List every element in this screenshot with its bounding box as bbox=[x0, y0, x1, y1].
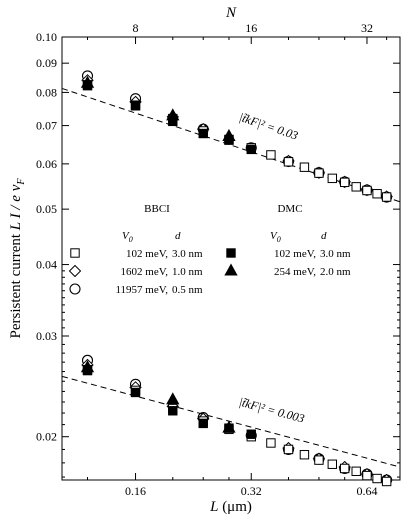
data-point-upper bbox=[299, 162, 310, 172]
top-tick-label: 16 bbox=[245, 21, 257, 35]
data-point-upper bbox=[246, 144, 256, 155]
data-point-lower bbox=[283, 444, 294, 455]
x-tick-label: 0.64 bbox=[356, 484, 377, 498]
legend-marker bbox=[226, 248, 236, 258]
data-point-upper bbox=[283, 157, 294, 167]
legend-v0: 254 meV, bbox=[274, 266, 316, 278]
y-tick-label: 0.02 bbox=[36, 430, 57, 444]
y-tick-label: 0.06 bbox=[36, 157, 57, 171]
legend-v0: 102 meV, bbox=[274, 248, 316, 260]
data-point-lower bbox=[168, 406, 178, 416]
data-point-lower bbox=[130, 387, 141, 398]
data-point-lower bbox=[362, 470, 372, 481]
data-point-lower bbox=[372, 473, 382, 484]
legend-v0: 102 meV, bbox=[126, 248, 168, 260]
legend-d: 3.0 nm bbox=[172, 248, 203, 260]
legend-d: 2.0 nm bbox=[320, 266, 351, 278]
legend-col-v0: V0 bbox=[270, 230, 281, 244]
legend-col-d: d bbox=[321, 230, 327, 242]
data-point-upper bbox=[339, 177, 350, 188]
data-point-lower bbox=[351, 466, 361, 476]
axes-layer: 0.02 0.03 0.04 0.05 0.06 0.07 0.08 0.09 0.10 0.16… bbox=[36, 21, 401, 498]
data-point-lower bbox=[222, 420, 236, 433]
data-point-lower bbox=[339, 463, 350, 474]
data-point-lower bbox=[266, 438, 276, 448]
data-point-upper bbox=[266, 150, 276, 160]
legend-d: 0.5 nm bbox=[172, 284, 203, 296]
data-point-lower bbox=[314, 455, 324, 465]
top-axis-title: N bbox=[225, 5, 237, 21]
plot-frame bbox=[61, 36, 401, 481]
legend-col-d: d bbox=[175, 230, 181, 242]
legend-marker bbox=[70, 248, 80, 258]
legend-d: 3.0 nm bbox=[320, 248, 351, 260]
data-point-upper bbox=[351, 182, 361, 192]
legend-group-bbci: BBCI bbox=[144, 203, 170, 215]
data-point-lower bbox=[80, 360, 95, 373]
legend-marker bbox=[68, 264, 82, 278]
data-point-lower bbox=[327, 459, 338, 469]
data-point-lower bbox=[381, 476, 392, 487]
y-tick-label: 0.09 bbox=[36, 56, 57, 70]
data-markers-layer bbox=[80, 70, 393, 487]
data-point-upper bbox=[372, 189, 382, 199]
legend-marker bbox=[224, 263, 238, 276]
axis-labels-layer: L (μm) N Persistent current L I / e vF bbox=[8, 5, 252, 515]
data-point-upper bbox=[362, 185, 372, 196]
y-tick-label: 0.03 bbox=[36, 329, 57, 343]
y-tick-label: 0.10 bbox=[36, 30, 57, 44]
fit-line-label: |t̃kF|² = 0.003 bbox=[237, 395, 306, 426]
y-tick-label: 0.08 bbox=[36, 85, 57, 99]
data-point-lower bbox=[166, 392, 180, 405]
data-point-lower bbox=[198, 418, 208, 429]
x-axis-title: L (μm) bbox=[209, 499, 252, 515]
fit-line bbox=[61, 375, 401, 468]
fit-line-label: |t̃kF|² = 0.03 bbox=[237, 110, 300, 143]
x-tick-label: 0.32 bbox=[241, 484, 262, 498]
x-tick-label: 0.16 bbox=[125, 484, 146, 498]
y-tick-label: 0.05 bbox=[36, 202, 57, 216]
y-tick-label: 0.04 bbox=[36, 258, 57, 272]
y-axis-title: Persistent current L I / e vF bbox=[8, 178, 27, 339]
legend-marker bbox=[69, 283, 81, 295]
top-tick-label: 8 bbox=[133, 21, 139, 35]
data-point-lower bbox=[299, 450, 310, 460]
legend-v0: 11957 meV, bbox=[115, 284, 168, 296]
data-point-upper bbox=[381, 192, 392, 202]
data-point-upper bbox=[327, 173, 338, 184]
y-tick-label: 0.07 bbox=[36, 119, 57, 133]
legend-group-dmc: DMC bbox=[277, 203, 302, 215]
data-point-upper bbox=[80, 75, 95, 88]
data-point-upper bbox=[130, 101, 141, 111]
data-point-upper bbox=[314, 168, 324, 178]
data-point-upper bbox=[198, 128, 208, 139]
data-point-lower bbox=[246, 429, 256, 439]
data-point-upper bbox=[222, 128, 236, 141]
data-point-upper bbox=[166, 108, 180, 121]
legend-col-v0: V0 bbox=[122, 230, 133, 244]
legend-v0: 1602 meV, bbox=[121, 266, 169, 278]
top-tick-label: 32 bbox=[361, 21, 373, 35]
legend-d: 1.0 nm bbox=[172, 266, 203, 278]
